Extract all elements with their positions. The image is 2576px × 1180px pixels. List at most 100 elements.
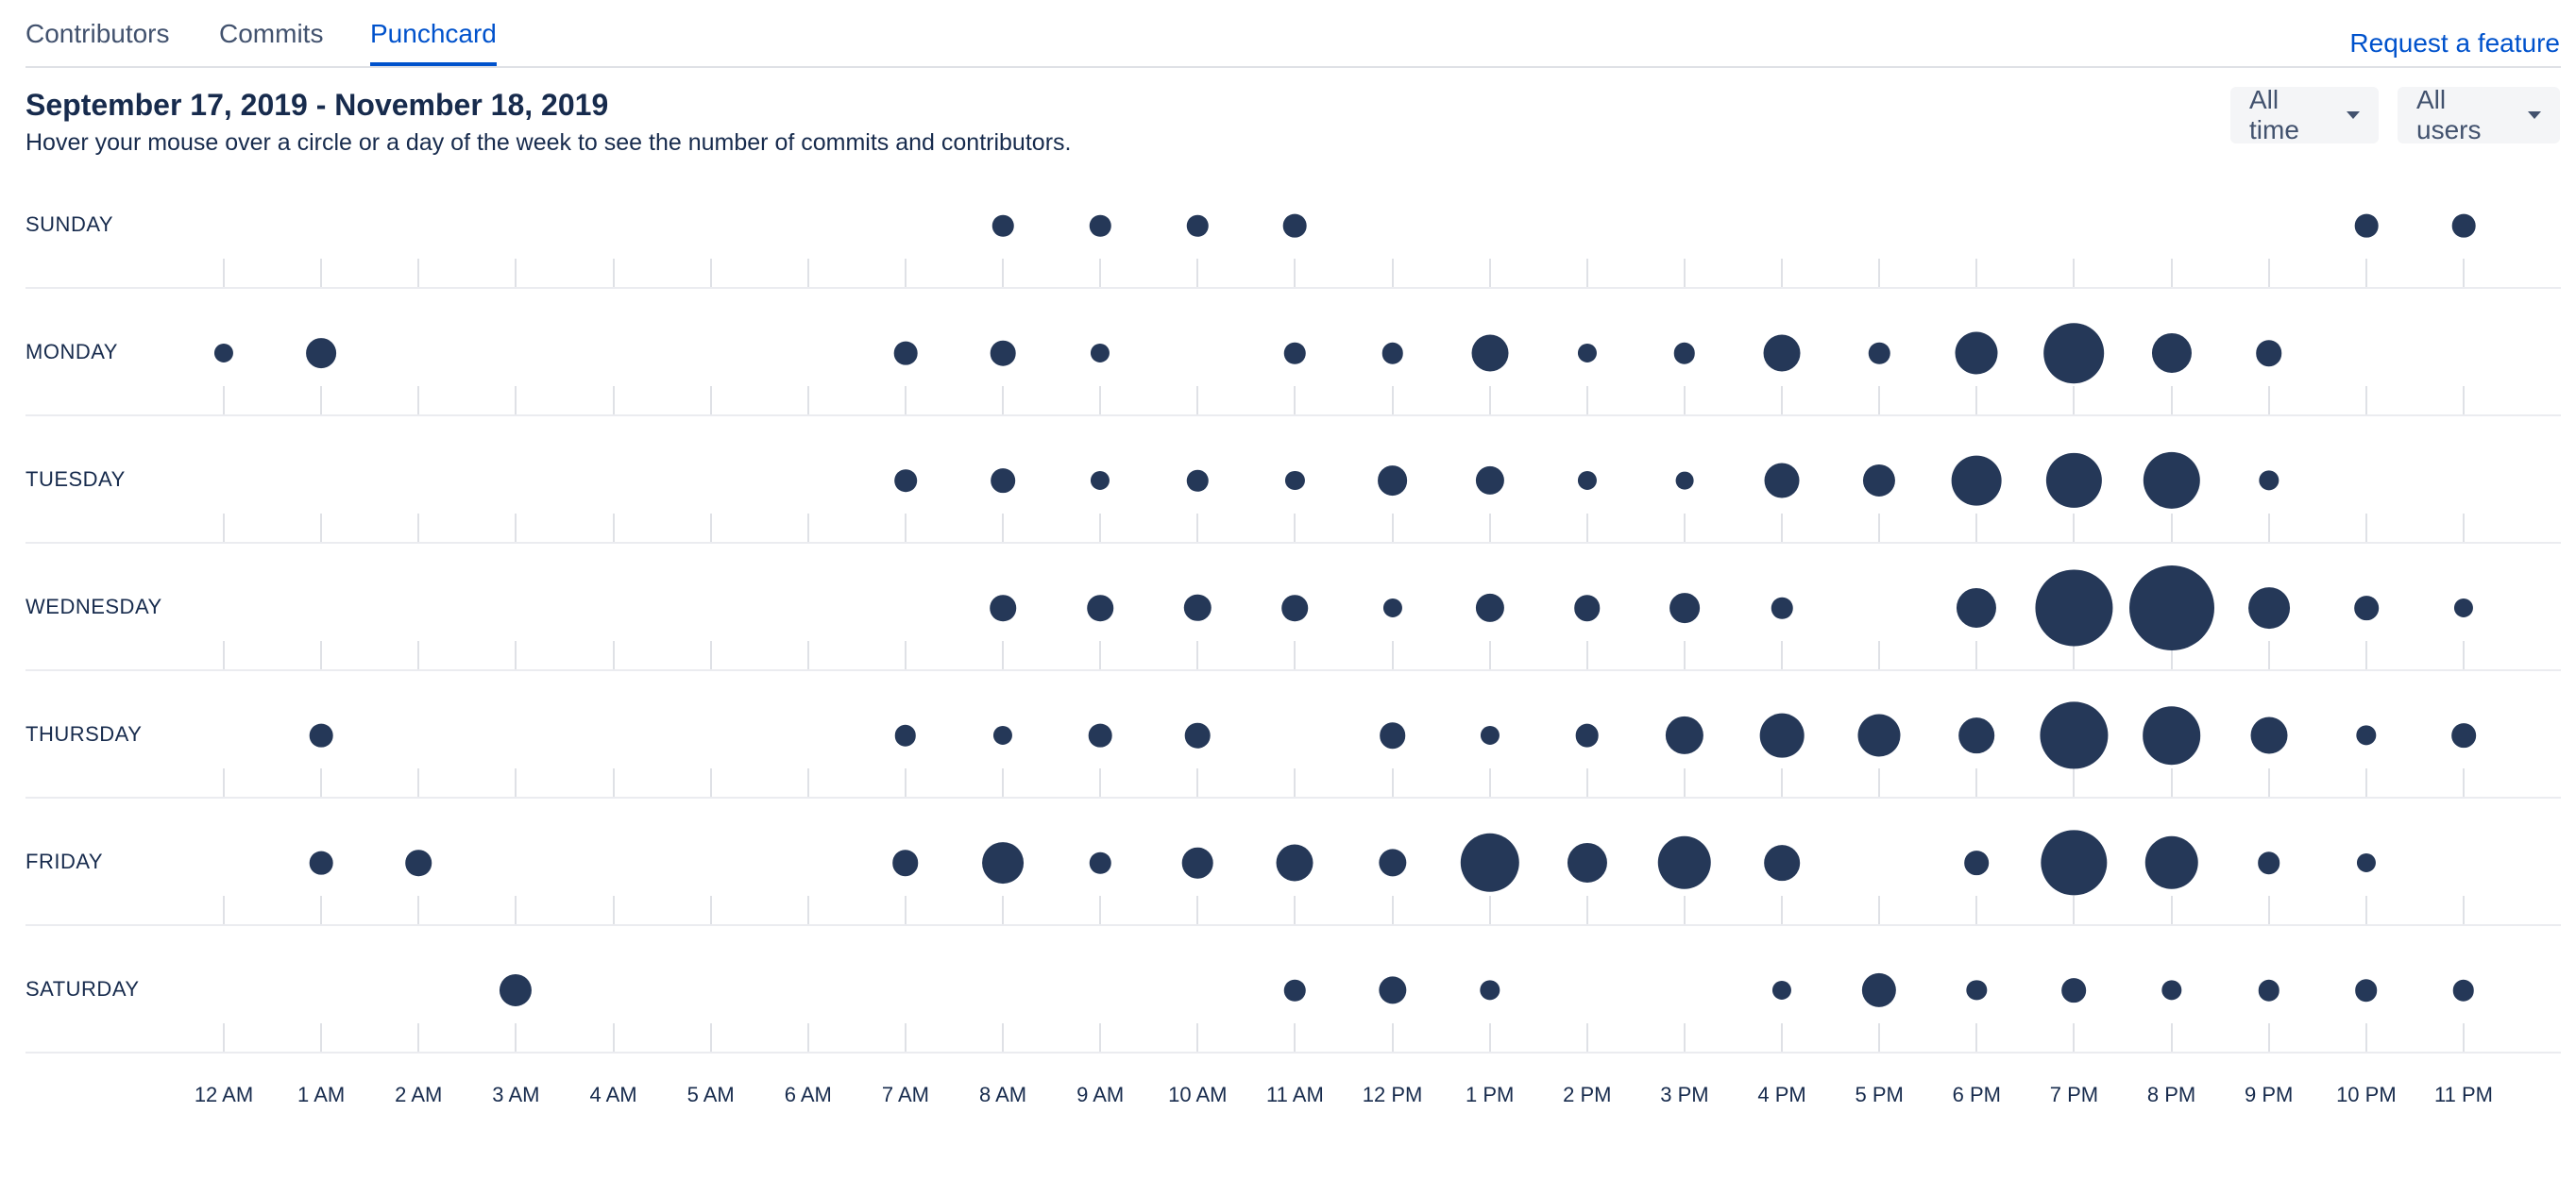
punch-dot-thursday-7pm[interactable]: [2040, 701, 2109, 769]
punch-dot-monday-1am[interactable]: [306, 338, 337, 368]
punch-dot-wednesday-6pm[interactable]: [1957, 587, 1997, 629]
punch-dot-saturday-3am[interactable]: [500, 973, 533, 1007]
punch-dot-tuesday-7pm[interactable]: [2046, 452, 2102, 509]
punch-dot-wednesday-10pm[interactable]: [2354, 596, 2379, 620]
punch-dot-friday-1am[interactable]: [309, 851, 333, 875]
tab-punchcard[interactable]: Punchcard: [370, 19, 497, 66]
punch-dot-saturday-8pm[interactable]: [2161, 980, 2182, 1001]
punch-dot-saturday-12pm[interactable]: [1378, 976, 1407, 1004]
punch-dot-friday-8pm[interactable]: [2144, 835, 2198, 890]
punch-dot-monday-7am[interactable]: [893, 341, 918, 365]
punch-dot-thursday-9pm[interactable]: [2250, 716, 2288, 754]
punch-dot-saturday-5pm[interactable]: [1862, 972, 1897, 1008]
punch-dot-thursday-2pm[interactable]: [1575, 723, 1600, 748]
punch-dot-monday-4pm[interactable]: [1763, 334, 1801, 372]
request-feature-link[interactable]: Request a feature: [2349, 28, 2560, 58]
punch-dot-tuesday-5pm[interactable]: [1863, 464, 1896, 497]
punch-dot-monday-11am[interactable]: [1284, 342, 1306, 364]
punch-dot-monday-12pm[interactable]: [1381, 342, 1403, 364]
day-label-sunday[interactable]: SUNDAY: [25, 212, 114, 236]
punch-dot-tuesday-3pm[interactable]: [1675, 471, 1694, 490]
punch-dot-friday-7pm[interactable]: [2041, 830, 2108, 896]
punch-dot-saturday-11pm[interactable]: [2452, 979, 2475, 1002]
punch-dot-tuesday-1pm[interactable]: [1475, 465, 1504, 496]
punch-dot-saturday-10pm[interactable]: [2355, 979, 2378, 1002]
punch-dot-thursday-6pm[interactable]: [1958, 717, 1995, 753]
punch-dot-thursday-9am[interactable]: [1088, 723, 1112, 748]
punch-dot-wednesday-12pm[interactable]: [1382, 598, 1402, 618]
tab-commits[interactable]: Commits: [219, 19, 324, 48]
punch-dot-tuesday-9pm[interactable]: [2259, 470, 2279, 491]
punch-dot-friday-4pm[interactable]: [1764, 845, 1800, 881]
punch-dot-thursday-1pm[interactable]: [1480, 725, 1500, 746]
punch-dot-monday-8am[interactable]: [990, 340, 1016, 366]
punch-dot-wednesday-1pm[interactable]: [1475, 593, 1504, 623]
punch-dot-wednesday-2pm[interactable]: [1574, 595, 1601, 621]
punch-dot-friday-11am[interactable]: [1276, 844, 1313, 882]
punch-dot-thursday-12pm[interactable]: [1379, 722, 1406, 749]
punch-dot-friday-2am[interactable]: [405, 850, 432, 876]
punch-dot-thursday-1am[interactable]: [309, 723, 333, 748]
punch-dot-wednesday-8pm[interactable]: [2128, 565, 2214, 650]
punch-dot-friday-2pm[interactable]: [1567, 842, 1607, 884]
punch-dot-friday-3pm[interactable]: [1657, 835, 1712, 890]
day-label-wednesday[interactable]: WEDNESDAY: [25, 595, 162, 618]
punch-dot-tuesday-10am[interactable]: [1187, 469, 1209, 492]
punch-dot-tuesday-8am[interactable]: [991, 468, 1015, 493]
punch-dot-sunday-11am[interactable]: [1283, 213, 1307, 238]
punch-dot-wednesday-8am[interactable]: [990, 595, 1016, 621]
punch-dot-wednesday-3pm[interactable]: [1669, 593, 1700, 623]
punch-dot-friday-7am[interactable]: [892, 850, 919, 876]
punch-dot-friday-9pm[interactable]: [2257, 851, 2280, 874]
punch-dot-thursday-3pm[interactable]: [1665, 716, 1704, 755]
punch-dot-thursday-11pm[interactable]: [2451, 723, 2476, 748]
punch-dot-tuesday-2pm[interactable]: [1577, 470, 1597, 491]
day-label-saturday[interactable]: SATURDAY: [25, 977, 140, 1001]
punch-dot-thursday-10pm[interactable]: [2356, 725, 2377, 746]
punch-dot-friday-8am[interactable]: [982, 842, 1024, 884]
punch-dot-thursday-7am[interactable]: [894, 724, 917, 747]
punch-dot-thursday-4pm[interactable]: [1759, 713, 1805, 758]
punch-dot-friday-12pm[interactable]: [1378, 849, 1407, 877]
punch-dot-monday-1pm[interactable]: [1471, 334, 1509, 372]
punch-dot-thursday-5pm[interactable]: [1857, 714, 1901, 757]
punch-dot-saturday-9pm[interactable]: [2258, 979, 2279, 1002]
punch-dot-wednesday-11pm[interactable]: [2453, 598, 2474, 618]
punch-dot-monday-8pm[interactable]: [2151, 332, 2192, 374]
punch-dot-sunday-10pm[interactable]: [2354, 213, 2379, 238]
punch-dot-monday-7pm[interactable]: [2043, 323, 2105, 383]
day-label-tuesday[interactable]: TUESDAY: [25, 467, 126, 491]
tab-contributors[interactable]: Contributors: [25, 19, 170, 48]
punch-dot-wednesday-4pm[interactable]: [1771, 597, 1793, 619]
punch-dot-friday-9am[interactable]: [1089, 851, 1111, 874]
punch-dot-tuesday-11am[interactable]: [1285, 470, 1305, 491]
punch-dot-monday-6pm[interactable]: [1955, 331, 1998, 375]
punch-dot-saturday-7pm[interactable]: [2061, 978, 2087, 1003]
punch-dot-sunday-10am[interactable]: [1187, 214, 1209, 237]
time-filter-dropdown[interactable]: All time: [2230, 85, 2379, 144]
day-label-friday[interactable]: FRIDAY: [25, 850, 104, 873]
punch-dot-tuesday-9am[interactable]: [1091, 470, 1110, 491]
punch-dot-wednesday-9am[interactable]: [1087, 595, 1113, 621]
punch-dot-tuesday-4pm[interactable]: [1764, 463, 1800, 498]
punch-dot-sunday-8am[interactable]: [991, 214, 1014, 237]
punch-dot-sunday-9am[interactable]: [1089, 214, 1111, 237]
punch-dot-thursday-8pm[interactable]: [2142, 706, 2201, 765]
punch-dot-saturday-1pm[interactable]: [1480, 980, 1500, 1001]
punch-dot-monday-3pm[interactable]: [1673, 342, 1696, 364]
punch-dot-saturday-4pm[interactable]: [1772, 980, 1792, 1001]
punch-dot-wednesday-9pm[interactable]: [2247, 587, 2290, 629]
punch-dot-monday-9am[interactable]: [1091, 343, 1110, 363]
punch-dot-thursday-10am[interactable]: [1184, 722, 1211, 749]
punch-dot-saturday-6pm[interactable]: [1966, 980, 1987, 1001]
punch-dot-friday-6pm[interactable]: [1964, 851, 1990, 875]
punch-dot-friday-10am[interactable]: [1182, 847, 1213, 879]
punch-dot-tuesday-8pm[interactable]: [2143, 451, 2200, 510]
punch-dot-friday-1pm[interactable]: [1460, 833, 1519, 893]
punch-dot-thursday-8am[interactable]: [992, 725, 1013, 746]
punch-dot-wednesday-11am[interactable]: [1281, 595, 1309, 621]
punch-dot-monday-2pm[interactable]: [1577, 343, 1597, 363]
day-label-thursday[interactable]: THURSDAY: [25, 722, 143, 746]
punch-dot-tuesday-12pm[interactable]: [1377, 465, 1408, 496]
punch-dot-monday-5pm[interactable]: [1868, 342, 1890, 364]
